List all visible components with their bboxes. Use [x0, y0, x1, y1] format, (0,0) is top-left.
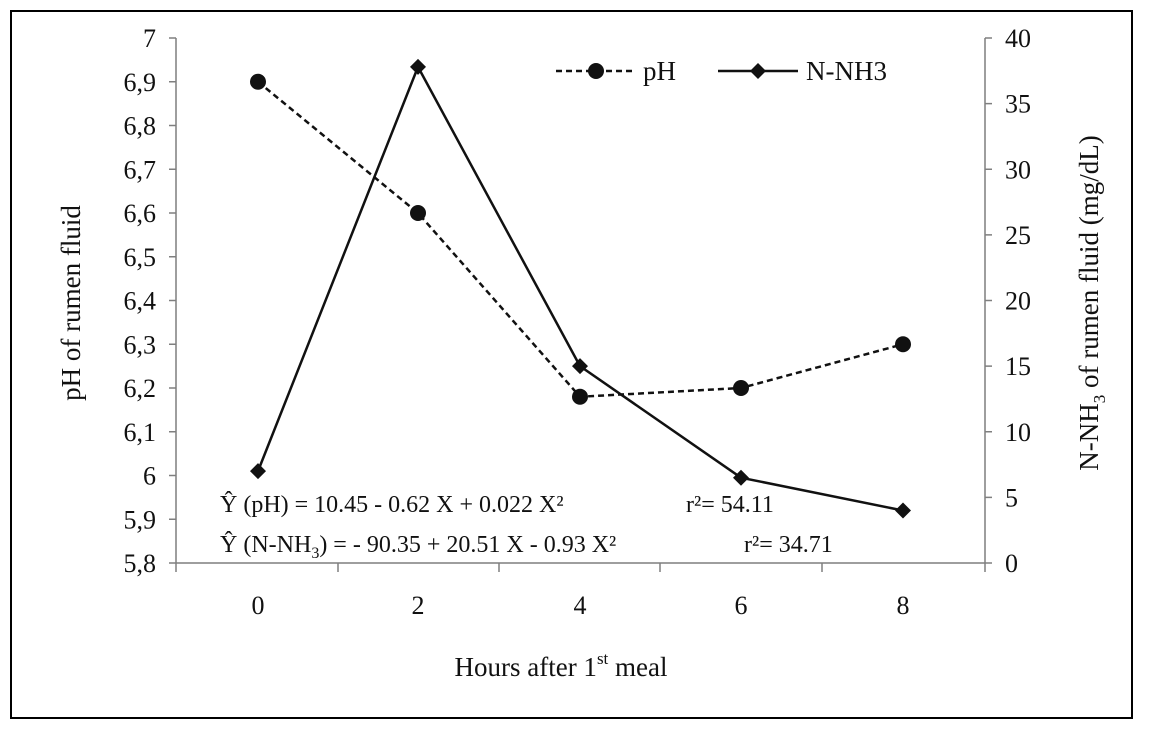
- x-tick-label: 0: [252, 591, 265, 620]
- data-point-ph: [895, 336, 911, 353]
- legend-marker-n-nh3: [750, 63, 766, 79]
- data-point-ph: [250, 73, 266, 90]
- equation-n-nh3: Ŷ (N-NH3) = - 90.35 + 20.51 X - 0.93 X² …: [220, 532, 833, 562]
- legend: pH N-NH3: [556, 56, 887, 86]
- y2-axis-title-pre: N-NH: [1074, 403, 1104, 471]
- y2-tick-label: 5: [1005, 483, 1018, 512]
- y2-tick-label: 10: [1005, 418, 1031, 447]
- y2-tick-label: 30: [1005, 155, 1031, 184]
- x-axis-title: Hours after 1st meal: [454, 649, 667, 682]
- x-axis-title-main: Hours after 1: [454, 652, 596, 682]
- y-tick-label: 6,6: [124, 199, 157, 228]
- x-tick-label: 8: [897, 591, 910, 620]
- data-point-ph: [733, 380, 749, 396]
- y2-axis-title-post: of rumen fluid (mg/dL): [1074, 135, 1104, 394]
- legend-label-n-nh3: N-NH3: [806, 56, 887, 86]
- data-point-n-nh3: [250, 463, 266, 480]
- x-tick-label: 2: [412, 591, 425, 620]
- y-tick-label: 6,7: [124, 155, 157, 184]
- y2-tick-label: 25: [1005, 221, 1031, 250]
- y2-tick-label: 20: [1005, 287, 1031, 316]
- y-tick-label: 7: [143, 24, 156, 53]
- equation-ph-formula: Ŷ (pH) = 10.45 - 0.62 X + 0.022 X²: [220, 492, 564, 518]
- legend-label-ph: pH: [643, 56, 676, 86]
- y2-axis-title: N-NH3 of rumen fluid (mg/dL): [1074, 135, 1109, 470]
- y-tick-label: 6,1: [124, 418, 157, 447]
- data-point-n-nh3: [895, 502, 911, 519]
- data-point-ph: [410, 205, 426, 221]
- equation-n-formula-post: ) = - 90.35 + 20.51 X - 0.93 X²: [319, 532, 616, 558]
- equation-n-r2: r²= 34.71: [744, 532, 833, 558]
- y2-tick-label: 0: [1005, 549, 1018, 578]
- chart-frame: [10, 10, 1133, 719]
- equation-ph-r2: r²= 54.11: [686, 492, 774, 518]
- x-ticks: 0 2 4 6 8: [175, 563, 986, 620]
- left-ticks: 5,8 5,9 6 6,1 6,2 6,3 6,4 6,5 6,6 6,7 6,8 6,9 7: [124, 24, 176, 578]
- x-tick-label: 4: [574, 591, 587, 620]
- equation-n-formula-sub: 3: [311, 545, 319, 562]
- data-point-n-nh3: [410, 58, 426, 75]
- data-point-n-nh3: [572, 358, 588, 375]
- y-tick-label: 6,8: [124, 112, 157, 141]
- x-axis-title-end: meal: [608, 652, 667, 682]
- y2-tick-label: 35: [1005, 90, 1031, 119]
- y2-tick-label: 40: [1005, 24, 1031, 53]
- y-tick-label: 5,8: [124, 549, 157, 578]
- data-point-ph: [572, 388, 588, 405]
- y-tick-label: 6,4: [124, 287, 157, 316]
- right-ticks: 0 5 10 15 20 25 30 35 40: [985, 24, 1031, 578]
- y-tick-label: 6: [143, 462, 156, 491]
- y-tick-label: 6,3: [124, 330, 157, 359]
- y-axis-title: pH of rumen fluid: [56, 205, 86, 401]
- series-points-n-nh3: [250, 58, 911, 519]
- y2-axis-title-sub: 3: [1090, 395, 1109, 404]
- series-points-ph: [250, 73, 911, 405]
- y2-tick-label: 15: [1005, 352, 1031, 381]
- equation-ph: Ŷ (pH) = 10.45 - 0.62 X + 0.022 X² r²= 5…: [220, 492, 774, 518]
- x-axis-title-sup: st: [597, 649, 609, 668]
- equation-n-formula-pre: Ŷ (N-NH: [220, 532, 311, 558]
- data-point-n-nh3: [733, 469, 749, 486]
- legend-marker-ph: [588, 63, 604, 79]
- y-tick-label: 6,9: [124, 68, 157, 97]
- y-tick-label: 5,9: [124, 505, 157, 534]
- y-tick-label: 6,2: [124, 374, 157, 403]
- x-tick-label: 6: [735, 591, 748, 620]
- y-tick-label: 6,5: [124, 243, 157, 272]
